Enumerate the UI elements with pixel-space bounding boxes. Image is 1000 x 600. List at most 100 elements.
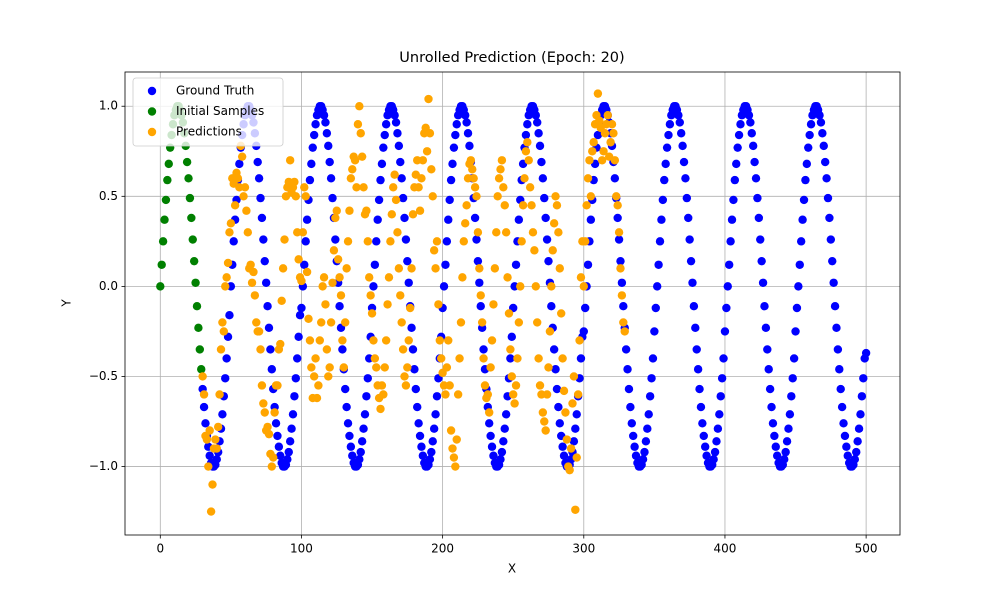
point <box>380 363 389 372</box>
point <box>823 193 833 203</box>
point <box>415 431 425 441</box>
point <box>396 157 405 167</box>
point <box>401 381 411 390</box>
point <box>558 354 567 363</box>
point <box>390 170 399 179</box>
point <box>624 384 634 394</box>
point <box>300 183 309 192</box>
point <box>658 195 668 205</box>
point <box>832 323 841 333</box>
point <box>293 354 302 363</box>
point <box>791 327 800 336</box>
point <box>269 453 278 462</box>
y-tick-label: 0.5 <box>99 189 118 203</box>
point <box>576 354 586 363</box>
point <box>535 381 545 390</box>
point <box>301 192 310 201</box>
point <box>527 201 536 210</box>
point <box>732 159 741 169</box>
point <box>459 237 468 246</box>
point <box>569 437 579 446</box>
point <box>264 323 274 333</box>
point <box>722 303 731 313</box>
point <box>346 442 356 451</box>
point <box>499 437 508 446</box>
point <box>609 129 618 138</box>
x-tick-label: 400 <box>714 542 737 556</box>
point <box>444 336 453 345</box>
point <box>398 345 408 354</box>
point <box>492 228 501 237</box>
point <box>452 435 461 444</box>
point <box>287 424 296 433</box>
point <box>586 192 596 201</box>
point <box>456 318 466 327</box>
point <box>723 282 732 291</box>
point <box>531 111 540 120</box>
point <box>290 177 299 187</box>
point <box>533 118 542 127</box>
point <box>585 156 594 165</box>
point <box>225 228 234 237</box>
point <box>205 451 214 460</box>
y-tick-label: −0.5 <box>89 369 118 383</box>
point <box>367 309 377 318</box>
point <box>247 278 257 287</box>
point <box>212 455 221 464</box>
point <box>542 235 552 244</box>
point <box>332 206 341 215</box>
point <box>365 273 374 282</box>
point <box>156 282 165 291</box>
point <box>235 159 244 169</box>
point <box>597 156 607 165</box>
point <box>271 419 281 428</box>
point <box>431 410 440 419</box>
point <box>757 256 766 266</box>
point <box>652 282 662 291</box>
point <box>380 130 389 140</box>
point <box>828 256 837 266</box>
point <box>534 129 543 138</box>
point <box>561 408 570 417</box>
point <box>820 157 830 167</box>
point <box>798 215 807 224</box>
point <box>462 118 471 127</box>
point <box>222 273 231 282</box>
point <box>682 193 692 203</box>
point <box>341 384 350 394</box>
point <box>547 302 556 311</box>
point <box>472 235 481 244</box>
point <box>256 345 265 354</box>
point <box>422 147 432 156</box>
point <box>366 291 375 300</box>
point <box>518 201 528 210</box>
point <box>204 462 213 471</box>
point <box>516 282 525 291</box>
point <box>713 424 723 433</box>
point <box>613 201 622 210</box>
point <box>335 273 344 282</box>
point <box>252 318 261 327</box>
point <box>638 455 648 464</box>
point <box>342 264 351 273</box>
point <box>554 228 563 237</box>
point <box>566 444 576 453</box>
point <box>782 437 792 446</box>
point <box>307 159 316 169</box>
point <box>311 120 320 129</box>
point <box>510 399 519 408</box>
point <box>439 282 449 291</box>
point <box>278 264 288 273</box>
point <box>501 410 511 419</box>
point <box>719 354 728 363</box>
point <box>568 399 577 408</box>
point <box>517 237 526 246</box>
point <box>685 235 694 244</box>
point <box>792 303 802 313</box>
point <box>387 210 397 219</box>
point <box>428 192 437 201</box>
point <box>853 437 862 446</box>
point <box>383 300 392 309</box>
point <box>325 363 334 372</box>
point <box>199 390 209 399</box>
